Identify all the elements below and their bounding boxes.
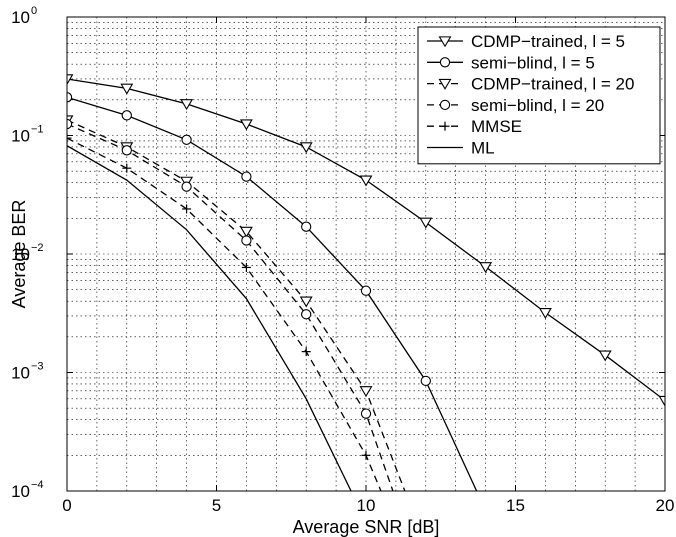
y-tick-exponent: −3 — [31, 361, 44, 373]
marker-circle — [439, 57, 451, 68]
y-tick-base: 10 — [11, 364, 30, 383]
marker-triangle — [479, 262, 493, 274]
marker-circle — [360, 285, 372, 296]
marker-triangle — [359, 175, 373, 187]
legend-label: CDMP−trained, l = 20 — [471, 75, 634, 94]
marker-circle — [360, 408, 372, 419]
y-tick-exponent: 0 — [31, 5, 37, 17]
marker-circle — [420, 375, 431, 387]
series-6 — [67, 145, 352, 491]
x-tick-label: 0 — [62, 496, 71, 515]
marker-triangle — [239, 226, 253, 238]
x-tick-label: 10 — [357, 496, 376, 515]
y-tick-exponent: −2 — [31, 242, 44, 254]
marker-circle — [181, 181, 192, 192]
y-tick-label: 10 0 — [11, 5, 37, 27]
legend-entry: semi−blind, l = 5 — [427, 53, 595, 72]
legend-box — [417, 26, 661, 165]
y-tick-base: 10 — [11, 8, 30, 27]
legend: CDMP−trained, l = 5 semi−blind, l = 5 CDMP… — [417, 26, 661, 165]
x-tick-label: 15 — [506, 496, 525, 515]
marker-circle — [121, 110, 132, 121]
marker-triangle — [438, 36, 452, 48]
marker-triangle — [239, 119, 253, 131]
series-line — [67, 96, 478, 491]
marker-plus — [122, 163, 132, 173]
y-tick-exponent: −4 — [31, 479, 44, 491]
y-tick-label: 10 −1 — [11, 124, 43, 146]
marker-triangle — [438, 78, 452, 90]
series-line — [67, 123, 394, 491]
legend-entry: CDMP−trained, l = 20 — [427, 75, 634, 94]
marker-plus — [440, 121, 450, 131]
marker-circle — [241, 171, 252, 182]
y-tick-exponent: −1 — [31, 124, 44, 136]
y-tick-label: 10 −2 — [11, 242, 43, 264]
x-tick-label: 5 — [212, 496, 221, 515]
legend-label: MMSE — [471, 117, 522, 136]
marker-circle — [301, 309, 312, 320]
plot-series — [67, 74, 665, 491]
marker-circle — [181, 134, 192, 145]
legend-label: semi−blind, l = 5 — [471, 53, 595, 72]
marker-triangle — [359, 386, 373, 398]
marker-triangle — [538, 307, 552, 319]
legend-entry: CDMP−trained, l = 5 — [427, 32, 625, 51]
legend-label: CDMP−trained, l = 5 — [471, 32, 625, 51]
marker-triangle — [419, 217, 433, 229]
series-1 — [67, 74, 665, 407]
series-4 — [67, 118, 394, 491]
marker-triangle — [67, 74, 74, 86]
y-tick-base: 10 — [11, 127, 30, 146]
marker-circle — [241, 235, 252, 246]
marker-plus — [241, 262, 251, 272]
marker-triangle — [658, 395, 665, 407]
legend-entry: semi−blind, l = 20 — [427, 96, 604, 115]
series-5 — [67, 133, 382, 491]
legend-entry: MMSE — [427, 117, 522, 136]
series-2 — [67, 92, 478, 491]
series-line — [67, 145, 352, 491]
marker-plus — [67, 133, 72, 143]
legend-label: ML — [471, 139, 495, 158]
marker-triangle — [120, 83, 134, 95]
y-axis-label: Average BER — [9, 200, 29, 309]
marker-triangle — [299, 142, 313, 154]
marker-triangle — [598, 350, 612, 362]
marker-plus — [182, 204, 192, 214]
marker-circle — [301, 221, 312, 232]
y-tick-base: 10 — [11, 245, 30, 264]
legend-entry: ML — [427, 139, 495, 158]
x-axis-label: Average SNR [dB] — [293, 517, 440, 537]
marker-plus — [361, 450, 371, 460]
marker-plus — [301, 347, 311, 357]
grid — [67, 17, 665, 491]
y-tick-label: 10 −3 — [11, 361, 43, 383]
series-line — [67, 137, 382, 491]
y-tick-base: 10 — [11, 482, 30, 501]
marker-triangle — [180, 99, 194, 111]
marker-circle — [121, 145, 132, 156]
marker-triangle — [299, 296, 313, 308]
x-tick-label: 20 — [656, 496, 675, 515]
legend-label: semi−blind, l = 20 — [471, 96, 604, 115]
marker-circle — [439, 99, 451, 111]
y-tick-label: 10 −4 — [11, 479, 43, 501]
